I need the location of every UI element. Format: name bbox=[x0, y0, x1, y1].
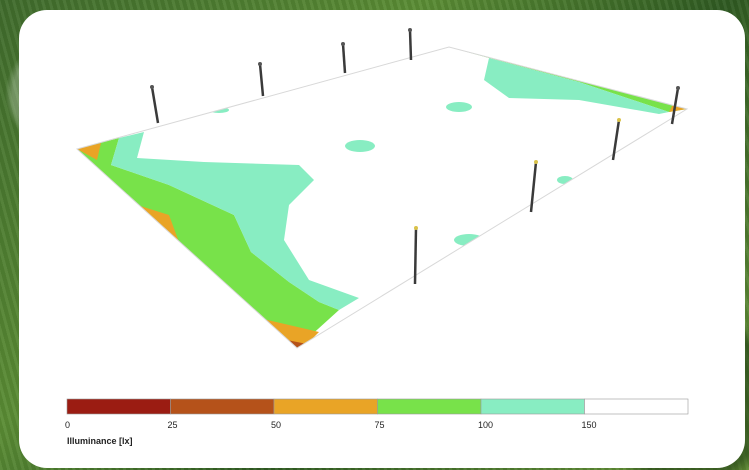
zone-100-150-left bbox=[111, 132, 359, 310]
illuminance-diagram: 0 25 50 75 100 150 Illuminance [lx] bbox=[65, 28, 689, 446]
legend-tick-label: 50 bbox=[271, 420, 281, 430]
light-pole bbox=[341, 43, 347, 74]
luminaire-head bbox=[341, 42, 345, 46]
legend-ticks: 0 25 50 75 100 150 bbox=[65, 420, 597, 430]
legend-tick-label: 150 bbox=[582, 420, 597, 430]
legend-band-3 bbox=[377, 398, 482, 415]
luminaire-head bbox=[258, 62, 262, 66]
light-pole bbox=[150, 86, 160, 124]
luminaire-head bbox=[150, 85, 154, 89]
spot-1 bbox=[446, 102, 472, 112]
luminaire-head bbox=[408, 28, 412, 32]
legend-tick-label: 25 bbox=[168, 420, 178, 430]
zone-50-75-corner bbox=[77, 143, 101, 160]
legend-band-1 bbox=[170, 398, 275, 415]
legend-tick-label: 100 bbox=[478, 420, 493, 430]
light-pole bbox=[529, 161, 538, 213]
light-pole bbox=[408, 29, 413, 61]
light-pole bbox=[611, 119, 621, 161]
illuminance-legend: 0 25 50 75 100 150 Illuminance [lx] bbox=[65, 398, 689, 446]
illuminance-panel: 0 25 50 75 100 150 Illuminance [lx] bbox=[19, 10, 745, 468]
legend-band-0 bbox=[66, 398, 171, 415]
legend-band-2 bbox=[273, 398, 378, 415]
legend-tick-label: 0 bbox=[65, 420, 70, 430]
light-poles bbox=[150, 28, 680, 285]
light-pole bbox=[258, 63, 265, 97]
zone-100-150-right bbox=[484, 58, 669, 114]
zone-75-100-left bbox=[77, 138, 339, 348]
legend-title: Illuminance [lx] bbox=[67, 436, 133, 446]
luminaire-head bbox=[676, 86, 680, 90]
legend-band-5 bbox=[584, 398, 689, 415]
light-pole bbox=[670, 87, 680, 125]
legend-bands bbox=[66, 398, 689, 415]
luminaire-head bbox=[617, 118, 621, 122]
legend-tick-label: 75 bbox=[375, 420, 385, 430]
field-surface bbox=[75, 46, 689, 349]
legend-band-4 bbox=[480, 398, 585, 415]
spot-2 bbox=[345, 140, 375, 152]
zone-75-100-right bbox=[449, 47, 687, 112]
light-pole bbox=[413, 227, 418, 285]
luminaire-head bbox=[534, 160, 538, 164]
zone-50-75-bottom bbox=[259, 318, 319, 348]
luminaire-head bbox=[414, 226, 418, 230]
